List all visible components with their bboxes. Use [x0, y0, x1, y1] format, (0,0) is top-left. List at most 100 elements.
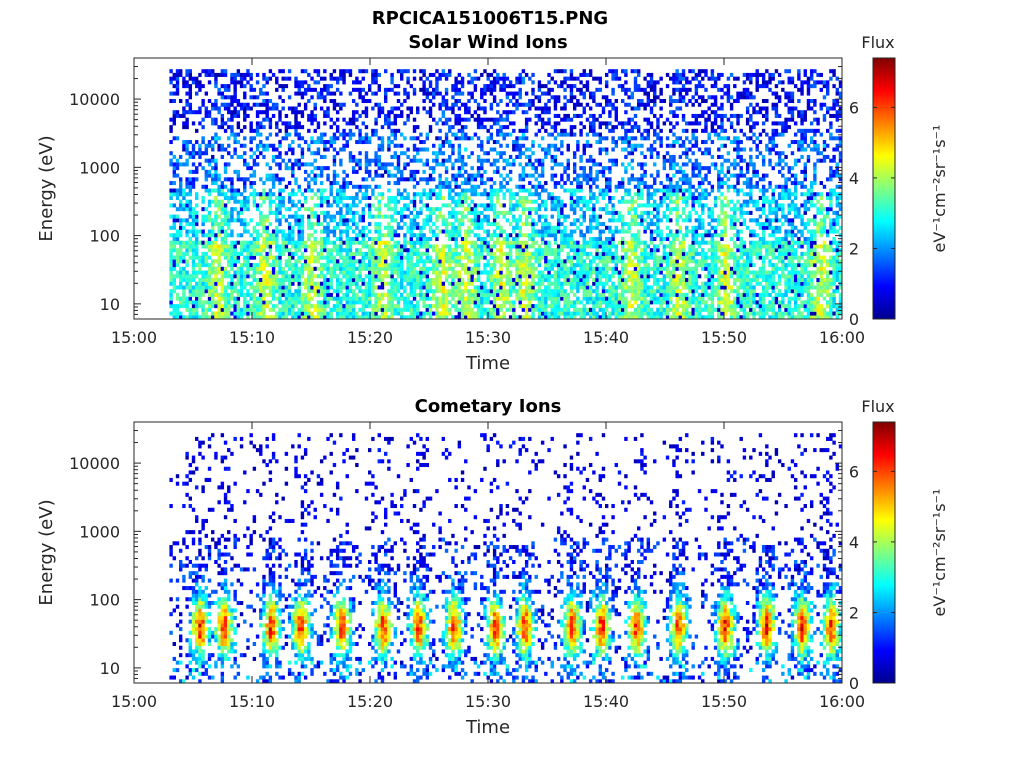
- heatmap-cell: [387, 181, 391, 186]
- heatmap-cell: [387, 292, 391, 297]
- heatmap-cell: [563, 87, 567, 92]
- heatmap-cell: [198, 154, 202, 159]
- heatmap-cell: [201, 281, 205, 286]
- heatmap-cell: [236, 240, 241, 245]
- heatmap-cell: [294, 91, 298, 96]
- heatmap-cell: [576, 203, 580, 208]
- heatmap-cell: [223, 292, 228, 297]
- heatmap-cell: [310, 259, 314, 264]
- heatmap-cell: [476, 210, 481, 215]
- heatmap-cell: [291, 151, 295, 156]
- heatmap-cell: [345, 315, 349, 320]
- heatmap-cell: [201, 263, 205, 268]
- heatmap-cell: [345, 266, 349, 271]
- heatmap-cell: [489, 132, 494, 137]
- heatmap-cell: [483, 289, 487, 294]
- heatmap-cell: [364, 300, 369, 305]
- heatmap-cell: [563, 315, 567, 320]
- heatmap-cell: [435, 233, 439, 238]
- heatmap-cell: [191, 248, 196, 253]
- heatmap-cell: [438, 289, 442, 294]
- heatmap-cell: [547, 91, 551, 96]
- heatmap-cell: [361, 95, 365, 100]
- heatmap-cell: [480, 240, 484, 245]
- heatmap-cell: [540, 307, 545, 312]
- heatmap-cell: [351, 87, 356, 92]
- heatmap-cell: [432, 266, 436, 271]
- heatmap-cell: [460, 304, 465, 309]
- heatmap-cell: [303, 300, 308, 305]
- heatmap-cell: [275, 173, 279, 178]
- heatmap-cell: [198, 304, 202, 309]
- heatmap-cell: [582, 244, 586, 249]
- heatmap-cell: [246, 177, 250, 182]
- heatmap-cell: [515, 222, 519, 227]
- heatmap-cell: [464, 214, 468, 219]
- heatmap-cell: [412, 128, 417, 133]
- heatmap-cell: [345, 69, 349, 74]
- heatmap-cell: [342, 255, 346, 260]
- heatmap-cell: [432, 311, 436, 316]
- heatmap-cell: [400, 225, 404, 230]
- heatmap-cell: [204, 110, 209, 115]
- heatmap-cell: [499, 84, 503, 89]
- heatmap-cell: [339, 199, 343, 204]
- heatmap-cell: [227, 304, 231, 309]
- heatmap-cell: [345, 263, 349, 268]
- heatmap-cell: [508, 248, 513, 253]
- heatmap-cell: [335, 251, 340, 256]
- heatmap-cell: [563, 169, 567, 174]
- heatmap-cell: [416, 169, 420, 174]
- heatmap-cell: [265, 214, 269, 219]
- heatmap-cell: [396, 251, 401, 256]
- heatmap-cell: [457, 285, 462, 290]
- heatmap-cell: [342, 304, 346, 309]
- heatmap-cell: [518, 270, 522, 275]
- heatmap-cell: [198, 266, 202, 271]
- heatmap-cell: [441, 143, 446, 148]
- heatmap-cell: [300, 266, 305, 271]
- heatmap-cell: [540, 199, 545, 204]
- heatmap-cell: [563, 76, 567, 81]
- heatmap-cell: [307, 214, 311, 219]
- heatmap-cell: [214, 240, 218, 245]
- heatmap-cell: [432, 289, 436, 294]
- heatmap-cell: [275, 296, 279, 301]
- heatmap-cell: [361, 195, 365, 200]
- heatmap-cell: [518, 296, 522, 301]
- heatmap-cell: [377, 292, 381, 297]
- heatmap-cell: [377, 166, 381, 171]
- heatmap-cell: [220, 184, 225, 189]
- heatmap-cell: [351, 274, 356, 279]
- heatmap-cell: [377, 236, 381, 241]
- heatmap-cell: [460, 158, 465, 163]
- heatmap-cell: [454, 199, 458, 204]
- heatmap-cell: [230, 80, 234, 85]
- heatmap-cell: [380, 125, 385, 130]
- heatmap-cell: [188, 184, 193, 189]
- heatmap-cell: [464, 136, 468, 141]
- heatmap-cell: [467, 281, 471, 286]
- heatmap-cell: [470, 251, 474, 256]
- heatmap-cell: [393, 255, 397, 260]
- heatmap-cell: [281, 199, 285, 204]
- heatmap-cell: [508, 188, 513, 193]
- heatmap-cell: [223, 207, 228, 212]
- heatmap-cell: [233, 296, 237, 301]
- heatmap-cell: [553, 300, 558, 305]
- heatmap-cell: [422, 236, 426, 241]
- heatmap-cell: [300, 311, 305, 316]
- heatmap-cell: [400, 210, 404, 215]
- heatmap-cell: [400, 255, 404, 260]
- heatmap-cell: [380, 251, 385, 256]
- heatmap-cell: [470, 210, 474, 215]
- heatmap-cell: [473, 177, 478, 182]
- heatmap-cell: [310, 304, 314, 309]
- heatmap-cell: [345, 143, 349, 148]
- heatmap-cell: [198, 292, 202, 297]
- heatmap-cell: [281, 292, 285, 297]
- heatmap-cell: [287, 248, 292, 253]
- heatmap-cell: [211, 315, 215, 320]
- heatmap-cell: [374, 274, 378, 279]
- heatmap-cell: [265, 281, 269, 286]
